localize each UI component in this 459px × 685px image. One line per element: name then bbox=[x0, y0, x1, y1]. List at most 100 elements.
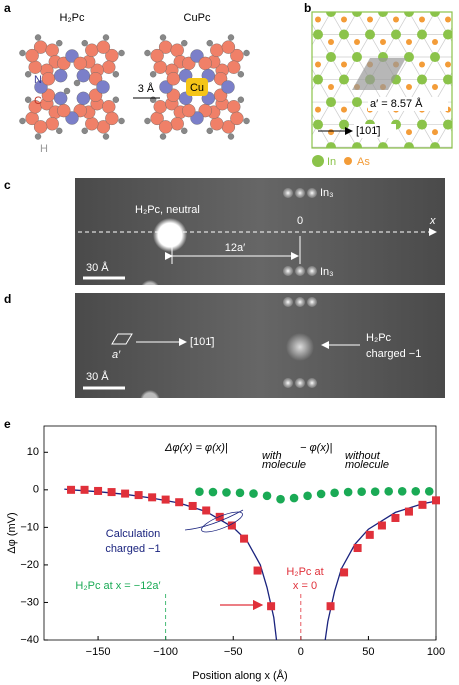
nitrogen bbox=[221, 80, 235, 94]
in-atom bbox=[313, 29, 323, 40]
carbon bbox=[153, 60, 167, 74]
panel-label: d bbox=[4, 292, 11, 306]
lattice-bond bbox=[292, 125, 305, 148]
hydrogen bbox=[19, 49, 26, 57]
as-atom bbox=[289, 152, 295, 158]
panel-label: b bbox=[304, 1, 311, 15]
legend-marker bbox=[312, 155, 324, 167]
in-atom bbox=[339, 74, 349, 85]
in-atom bbox=[287, 75, 297, 85]
carbon bbox=[57, 103, 71, 118]
trimer-atom bbox=[295, 297, 305, 307]
in-atom bbox=[391, 165, 401, 175]
carbon bbox=[85, 117, 99, 131]
hydrogen bbox=[159, 133, 167, 140]
y-tick-label: −40 bbox=[20, 634, 39, 646]
lattice-bond bbox=[434, 12, 435, 13]
data-point bbox=[227, 521, 236, 530]
trimer-atom bbox=[283, 297, 293, 307]
annotation: x = 0 bbox=[293, 580, 317, 592]
lattice-bond bbox=[409, 12, 410, 13]
as-atom bbox=[406, 129, 412, 136]
data-point bbox=[253, 566, 262, 575]
hydrogen bbox=[56, 127, 63, 135]
lattice-bond bbox=[434, 146, 436, 148]
carbon bbox=[198, 56, 212, 71]
as-atom bbox=[419, 152, 425, 158]
as-atom bbox=[406, 39, 412, 46]
legend-marker bbox=[344, 157, 352, 165]
carbon bbox=[153, 100, 167, 114]
lattice-bond bbox=[408, 12, 409, 13]
in-atom bbox=[352, 142, 362, 148]
in-atom bbox=[352, 97, 362, 108]
lattice-bond bbox=[279, 102, 292, 125]
x-tick-label: 0 bbox=[298, 646, 304, 658]
charge-label: charged −1 bbox=[366, 348, 421, 360]
data-point bbox=[340, 568, 349, 577]
data-point bbox=[289, 493, 299, 503]
in-atom bbox=[339, 29, 349, 40]
trimer-atom bbox=[307, 297, 317, 307]
as-atom bbox=[341, 16, 347, 23]
in-atom bbox=[326, 97, 336, 108]
data-point bbox=[121, 489, 130, 498]
data-point bbox=[384, 487, 393, 496]
hydrogen bbox=[24, 96, 32, 103]
carbon bbox=[158, 120, 173, 134]
panel-label: c bbox=[4, 178, 11, 192]
trimer-atom bbox=[283, 266, 293, 276]
origin-label: 0 bbox=[297, 215, 303, 227]
data-point bbox=[188, 501, 197, 510]
lattice-bond bbox=[408, 146, 410, 148]
direction-label: [101̄] bbox=[356, 125, 380, 137]
hydrogen bbox=[206, 39, 213, 47]
data-point bbox=[67, 485, 76, 494]
formula: molecule bbox=[262, 459, 306, 471]
as-atom bbox=[328, 129, 334, 136]
hydrogen bbox=[56, 39, 63, 47]
carbon bbox=[28, 60, 42, 74]
y-tick-label: 0 bbox=[33, 484, 39, 496]
annotation: H₂Pc at x = −12a′ bbox=[75, 580, 160, 592]
in-atom bbox=[443, 119, 452, 130]
y-tick-label: −10 bbox=[20, 521, 39, 533]
lattice-bond bbox=[435, 12, 436, 13]
as-atom bbox=[367, 16, 373, 23]
as-atom bbox=[432, 39, 438, 46]
carbon bbox=[105, 111, 119, 126]
carbon bbox=[227, 60, 241, 74]
hydrogen bbox=[159, 34, 167, 41]
hydrogen bbox=[144, 49, 151, 57]
in-atom bbox=[274, 97, 284, 107]
in-atom bbox=[404, 52, 414, 63]
as-atom bbox=[302, 129, 308, 135]
panel-e: e −150 −100 −50 0 50 100100−10−20−30−40Positi… bbox=[4, 417, 445, 682]
hydrogen bbox=[237, 71, 245, 78]
lattice-bond bbox=[279, 80, 292, 103]
hydrogen bbox=[118, 49, 125, 57]
axis-label: x bbox=[429, 215, 436, 227]
in-atom bbox=[443, 29, 452, 40]
panel-label: e bbox=[4, 417, 11, 431]
in-atom bbox=[313, 74, 323, 85]
nitrogen bbox=[96, 80, 110, 94]
as-atom bbox=[315, 61, 321, 68]
hydrogen bbox=[81, 127, 88, 135]
data-point bbox=[424, 487, 434, 496]
in-atom bbox=[287, 30, 297, 40]
lattice-bond bbox=[448, 0, 459, 12]
in-atom bbox=[404, 142, 414, 148]
in-atom bbox=[417, 165, 427, 175]
y-axis-title: Δφ (mV) bbox=[6, 512, 18, 553]
lattice-bond bbox=[279, 125, 292, 148]
data-point bbox=[267, 602, 276, 611]
data-point bbox=[161, 495, 170, 504]
lattice-bond bbox=[357, 12, 358, 13]
x-axis-title: Position along x (Å) bbox=[192, 669, 287, 682]
data-point bbox=[303, 491, 312, 501]
data-point bbox=[404, 507, 413, 516]
as-atom bbox=[445, 16, 451, 23]
lattice-bond bbox=[279, 35, 292, 58]
as-atom bbox=[328, 39, 334, 46]
